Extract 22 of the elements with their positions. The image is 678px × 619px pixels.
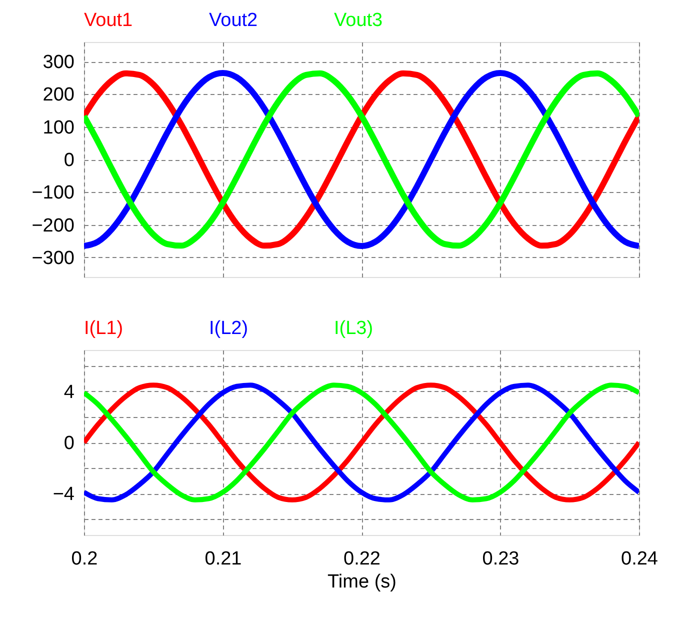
text: Vout2 [209,10,258,31]
y-tick-label: 0 [64,433,74,454]
y-tick-label: −300 [32,248,74,269]
y-tick-label: 100 [42,117,74,138]
y-tick-label: 4 [64,382,75,403]
x-tick-label: 0.21 [204,548,242,570]
text: Vout3 [334,10,383,31]
x-tick-label: 0.24 [621,548,658,570]
text: Vout1 [84,10,133,31]
x-tick-label: 0.23 [482,548,520,570]
text: I(L3) [334,318,374,339]
y-tick-label: 0 [64,150,74,171]
y-tick-label: −200 [32,215,74,236]
x-tick-label: 0.2 [71,548,98,570]
x-tick-label: 0.22 [344,548,380,570]
x-axis-title: Time (s) [328,572,396,592]
y-tick-label: 200 [42,84,74,106]
y-tick-label: −100 [32,182,74,204]
y-tick-label: 300 [42,52,74,74]
text: I(L2) [209,318,248,339]
text: I(L1) [84,318,124,339]
y-tick-label: −4 [52,484,75,506]
